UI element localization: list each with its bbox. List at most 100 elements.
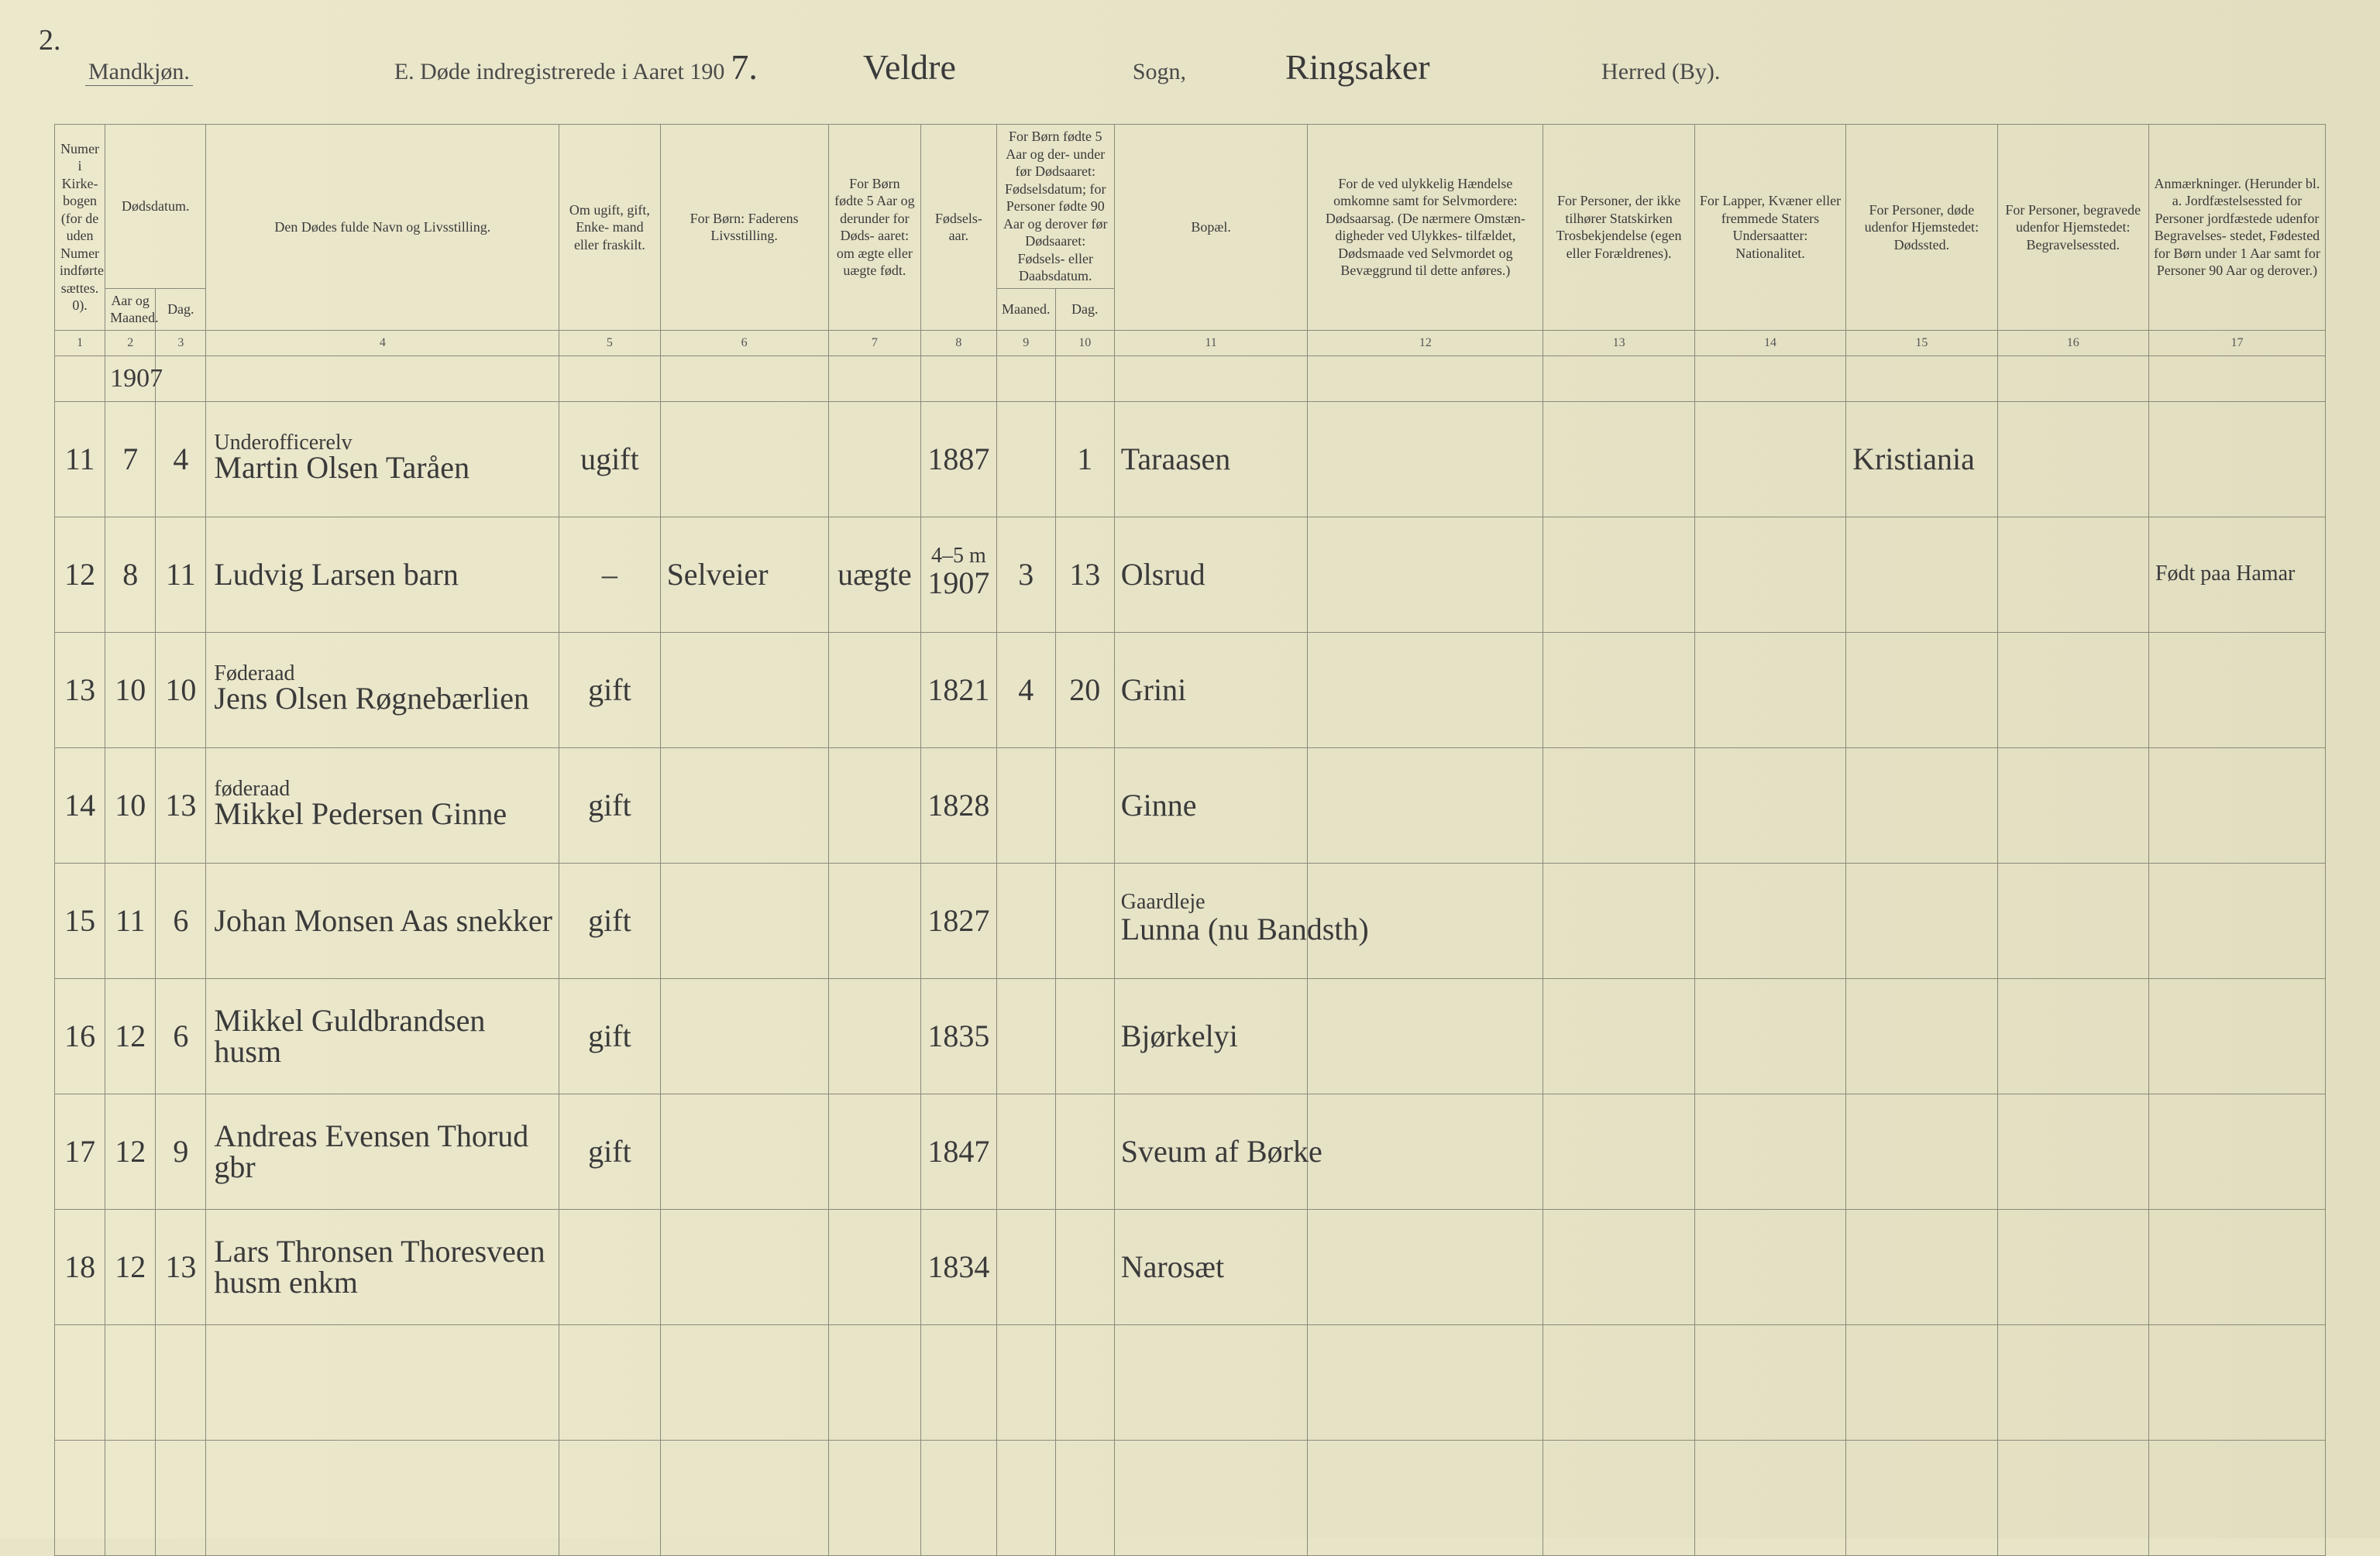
cell <box>1846 1209 1997 1324</box>
cell: Lars Thronsen Thoresveen husm enkm <box>206 1209 559 1324</box>
colnum: 6 <box>660 330 828 356</box>
cell: uægte <box>828 517 920 632</box>
col-header-deathplace: For Personer, døde udenfor Hjemstedet: D… <box>1846 125 1997 331</box>
cell: 10 <box>105 747 156 863</box>
cell: 7 <box>105 401 156 517</box>
col-header-deathdate: Dødsdatum. <box>105 125 206 289</box>
cell <box>996 1209 1055 1324</box>
col-header-bmonth: Maaned. <box>996 288 1055 330</box>
table-row: 16126Mikkel Guldbrandsen husmgift1835Bjø… <box>55 978 2326 1094</box>
cell: Johan Monsen Aas snekker <box>206 863 559 978</box>
cell: 1827 <box>921 863 997 978</box>
cell: 1828 <box>921 747 997 863</box>
cell <box>559 1209 660 1324</box>
district-label: Herred (By). <box>1601 59 1720 85</box>
form-header: Mandkjøn. E. Døde indregistrerede i Aare… <box>85 46 2318 88</box>
cell <box>660 632 828 747</box>
cell <box>2148 1324 2325 1440</box>
col-header-birthdate: For Børn fødte 5 Aar og der- under før D… <box>996 125 1114 289</box>
cell <box>660 1324 828 1440</box>
cell <box>660 1094 828 1209</box>
cell: 4 <box>996 632 1055 747</box>
cell: 4 <box>156 401 206 517</box>
cell <box>1543 978 1694 1094</box>
cell: Bjørkelyi <box>1114 978 1308 1094</box>
cell: Ludvig Larsen barn <box>206 517 559 632</box>
cell <box>1543 517 1694 632</box>
col-header-cause: For de ved ulykkelig Hændelse omkomne sa… <box>1308 125 1543 331</box>
cell <box>1997 517 2148 632</box>
col-header-father: For Børn: Faderens Livsstilling. <box>660 125 828 331</box>
cell <box>660 401 828 517</box>
cell: 15 <box>55 863 105 978</box>
cell: 13 <box>1055 517 1114 632</box>
cell <box>996 1324 1055 1440</box>
col-header-remarks: Anmærkninger. (Herunder bl. a. Jordfæste… <box>2148 125 2325 331</box>
cell <box>1694 1094 1845 1209</box>
cell: 13 <box>55 632 105 747</box>
cell: 8 <box>105 517 156 632</box>
cell: GaardlejeLunna (nu Bandsth) <box>1114 863 1308 978</box>
cell <box>1308 517 1543 632</box>
cell <box>1055 747 1114 863</box>
colnum: 15 <box>1846 330 1997 356</box>
column-number-row: 1 2 3 4 5 6 7 8 9 10 11 12 13 14 15 16 1 <box>55 330 2326 356</box>
col-header-residence: Bopæl. <box>1114 125 1308 331</box>
cell: 17 <box>55 1094 105 1209</box>
cell <box>828 978 920 1094</box>
cell <box>996 401 1055 517</box>
table-row-blank <box>55 1324 2326 1440</box>
cell: 1847 <box>921 1094 997 1209</box>
title-prefix: E. Døde indregistrerede i Aaret 190 <box>394 59 725 85</box>
cell: 4–5 m1907 <box>921 517 997 632</box>
col-header-nationality: For Lapper, Kvæner eller fremmede Stater… <box>1694 125 1845 331</box>
cell <box>1846 1094 1997 1209</box>
table-row: 12811Ludvig Larsen barn–Selveieruægte4–5… <box>55 517 2326 632</box>
colnum: 8 <box>921 330 997 356</box>
cell <box>1308 1324 1543 1440</box>
table-row: 181213Lars Thronsen Thoresveen husm enkm… <box>55 1209 2326 1324</box>
cell <box>660 863 828 978</box>
cell: gift <box>559 978 660 1094</box>
col-header-burialplace: For Personer, begravede udenfor Hjemsted… <box>1997 125 2148 331</box>
colnum: 14 <box>1694 330 1845 356</box>
cell: 18 <box>55 1209 105 1324</box>
cell <box>1055 1094 1114 1209</box>
cell: gift <box>559 863 660 978</box>
col-header-number: Numer i Kirke- bogen (for de uden Numer … <box>55 125 105 331</box>
cell: Selveier <box>660 517 828 632</box>
cell <box>996 1094 1055 1209</box>
col-header-name: Den Dødes fulde Navn og Livsstilling. <box>206 125 559 331</box>
table-row: 131010FøderaadJens Olsen Røgnebærliengif… <box>55 632 2326 747</box>
colnum: 13 <box>1543 330 1694 356</box>
table-row: 141013føderaadMikkel Pedersen Ginnegift1… <box>55 747 2326 863</box>
cell: Andreas Evensen Thorud gbr <box>206 1094 559 1209</box>
cell: 14 <box>55 747 105 863</box>
district-handwritten: Ringsaker <box>1279 46 1508 88</box>
cell <box>1055 1324 1114 1440</box>
col-header-faith: For Personer, der ikke tilhører Statskir… <box>1543 125 1694 331</box>
cell <box>828 747 920 863</box>
cell <box>1308 1094 1543 1209</box>
colnum: 4 <box>206 330 559 356</box>
cell <box>1543 401 1694 517</box>
cell: 6 <box>156 978 206 1094</box>
year-suffix-hw: 7. <box>724 46 764 88</box>
cell <box>1846 517 1997 632</box>
cell <box>2148 401 2325 517</box>
cell <box>2148 632 2325 747</box>
col-header-birthyear: Fødsels- aar. <box>921 125 997 331</box>
cell: UnderofficerelvMartin Olsen Taråen <box>206 401 559 517</box>
cell <box>559 1324 660 1440</box>
cell <box>828 1324 920 1440</box>
cell <box>660 747 828 863</box>
cell: 11 <box>156 517 206 632</box>
cell: føderaadMikkel Pedersen Ginne <box>206 747 559 863</box>
cell <box>1543 632 1694 747</box>
cell <box>2148 1094 2325 1209</box>
colnum: 9 <box>996 330 1055 356</box>
cell: Narosæt <box>1114 1209 1308 1324</box>
cell <box>1846 747 1997 863</box>
cell <box>55 1324 105 1440</box>
cell <box>1308 747 1543 863</box>
